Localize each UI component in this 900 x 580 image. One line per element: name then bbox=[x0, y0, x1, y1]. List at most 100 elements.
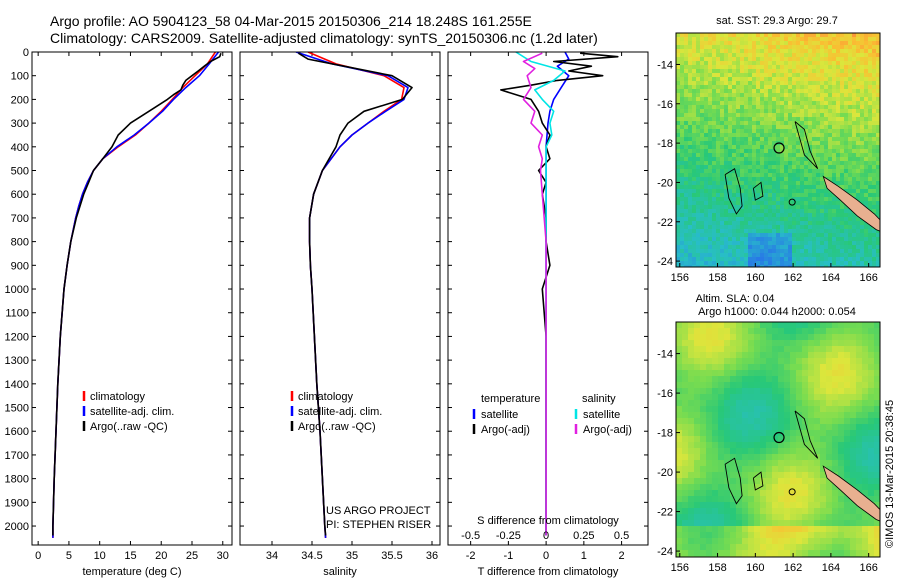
map-cell bbox=[692, 185, 697, 190]
map-cell bbox=[792, 53, 797, 58]
map-cell bbox=[824, 89, 829, 94]
map-cell bbox=[852, 129, 857, 134]
map-cell bbox=[742, 502, 749, 509]
map-cell bbox=[820, 265, 825, 267]
map-cell bbox=[784, 173, 789, 178]
map-cell bbox=[862, 424, 869, 431]
map-cell bbox=[764, 81, 769, 86]
map-cell bbox=[680, 105, 685, 110]
panel-differences: -2 -1 0 1 2T difference from climatology bbox=[447, 51, 649, 578]
map-y-tick-label: -18 bbox=[657, 138, 673, 150]
map-cell bbox=[804, 61, 809, 66]
map-cell bbox=[780, 33, 785, 38]
map-cell bbox=[868, 424, 875, 431]
map-cell bbox=[828, 221, 833, 226]
y-tick-label: 100 bbox=[11, 71, 29, 83]
map-cell bbox=[824, 53, 829, 58]
map-cell bbox=[724, 125, 729, 130]
map-cell bbox=[796, 490, 803, 497]
map-cell bbox=[728, 193, 733, 198]
map-cell bbox=[780, 233, 785, 238]
map-cell bbox=[696, 237, 701, 242]
map-cell bbox=[828, 177, 833, 182]
map-cell bbox=[788, 181, 793, 186]
map-cell bbox=[706, 424, 713, 431]
bathymetry-contour-2 bbox=[794, 121, 819, 170]
map-cell bbox=[836, 33, 841, 38]
map-cell bbox=[816, 101, 821, 106]
map-cell bbox=[826, 322, 833, 329]
series-line-3 bbox=[522, 52, 547, 536]
island-contour bbox=[788, 198, 796, 206]
map-cell bbox=[812, 33, 817, 38]
new-caledonia-landmass bbox=[822, 175, 880, 232]
map-cell bbox=[874, 406, 880, 413]
map-cell bbox=[736, 181, 741, 186]
map-cell bbox=[872, 173, 877, 178]
map-cell bbox=[872, 209, 877, 214]
map-cell bbox=[676, 89, 681, 94]
map-cell bbox=[680, 217, 685, 222]
map-cell bbox=[788, 49, 793, 54]
map-cell bbox=[816, 105, 821, 110]
map-cell bbox=[860, 249, 865, 254]
map-cell bbox=[708, 221, 713, 226]
map-cell bbox=[800, 53, 805, 58]
map-cell bbox=[716, 237, 721, 242]
map-cell bbox=[744, 265, 749, 267]
x-tick-label: 2 bbox=[619, 550, 625, 562]
map-cell bbox=[700, 520, 707, 527]
map-cell bbox=[756, 133, 761, 138]
map-cell bbox=[808, 41, 813, 46]
map-cell bbox=[696, 221, 701, 226]
map-cell bbox=[860, 141, 865, 146]
map-cell bbox=[864, 85, 869, 90]
map-cell bbox=[740, 157, 745, 162]
map-cell bbox=[860, 117, 865, 122]
map-cell bbox=[788, 57, 793, 62]
map-y-tick-label: -24 bbox=[657, 256, 673, 268]
map-cell bbox=[724, 153, 729, 158]
map-cell bbox=[752, 85, 757, 90]
map-cell bbox=[696, 169, 701, 174]
map-cell bbox=[816, 41, 821, 46]
map-cell bbox=[856, 233, 861, 238]
map-cell bbox=[800, 157, 805, 162]
map-cell bbox=[824, 93, 829, 98]
map-cell bbox=[784, 532, 791, 539]
map-cell bbox=[704, 229, 709, 234]
map-cell bbox=[868, 197, 873, 202]
map-cell bbox=[796, 502, 803, 509]
map-cell bbox=[696, 201, 701, 206]
map-cell bbox=[716, 261, 721, 266]
map-cell bbox=[802, 436, 809, 443]
map-cell bbox=[700, 412, 707, 419]
map-cell bbox=[840, 149, 845, 154]
map-cell bbox=[716, 137, 721, 142]
map-cell bbox=[852, 105, 857, 110]
map-cell bbox=[778, 364, 785, 371]
map-cell bbox=[748, 133, 753, 138]
map-cell bbox=[856, 526, 863, 533]
map-cell bbox=[748, 117, 753, 122]
map-cell bbox=[728, 77, 733, 82]
map-cell bbox=[864, 265, 869, 267]
map-cell bbox=[744, 117, 749, 122]
map-cell bbox=[796, 225, 801, 230]
map-cell bbox=[696, 125, 701, 130]
map-cell bbox=[752, 65, 757, 70]
map-cell bbox=[840, 157, 845, 162]
map-cell bbox=[776, 217, 781, 222]
map-cell bbox=[744, 89, 749, 94]
map-cell bbox=[792, 77, 797, 82]
map-cell bbox=[712, 460, 719, 467]
map-cell bbox=[748, 121, 753, 126]
x-tick-label: 34 bbox=[266, 550, 278, 562]
map-cell bbox=[752, 45, 757, 50]
map-cell bbox=[720, 45, 725, 50]
map-cell bbox=[816, 161, 821, 166]
map-cell bbox=[752, 81, 757, 86]
map-cell bbox=[684, 205, 689, 210]
map-cell bbox=[766, 418, 773, 425]
map-cell bbox=[720, 113, 725, 118]
